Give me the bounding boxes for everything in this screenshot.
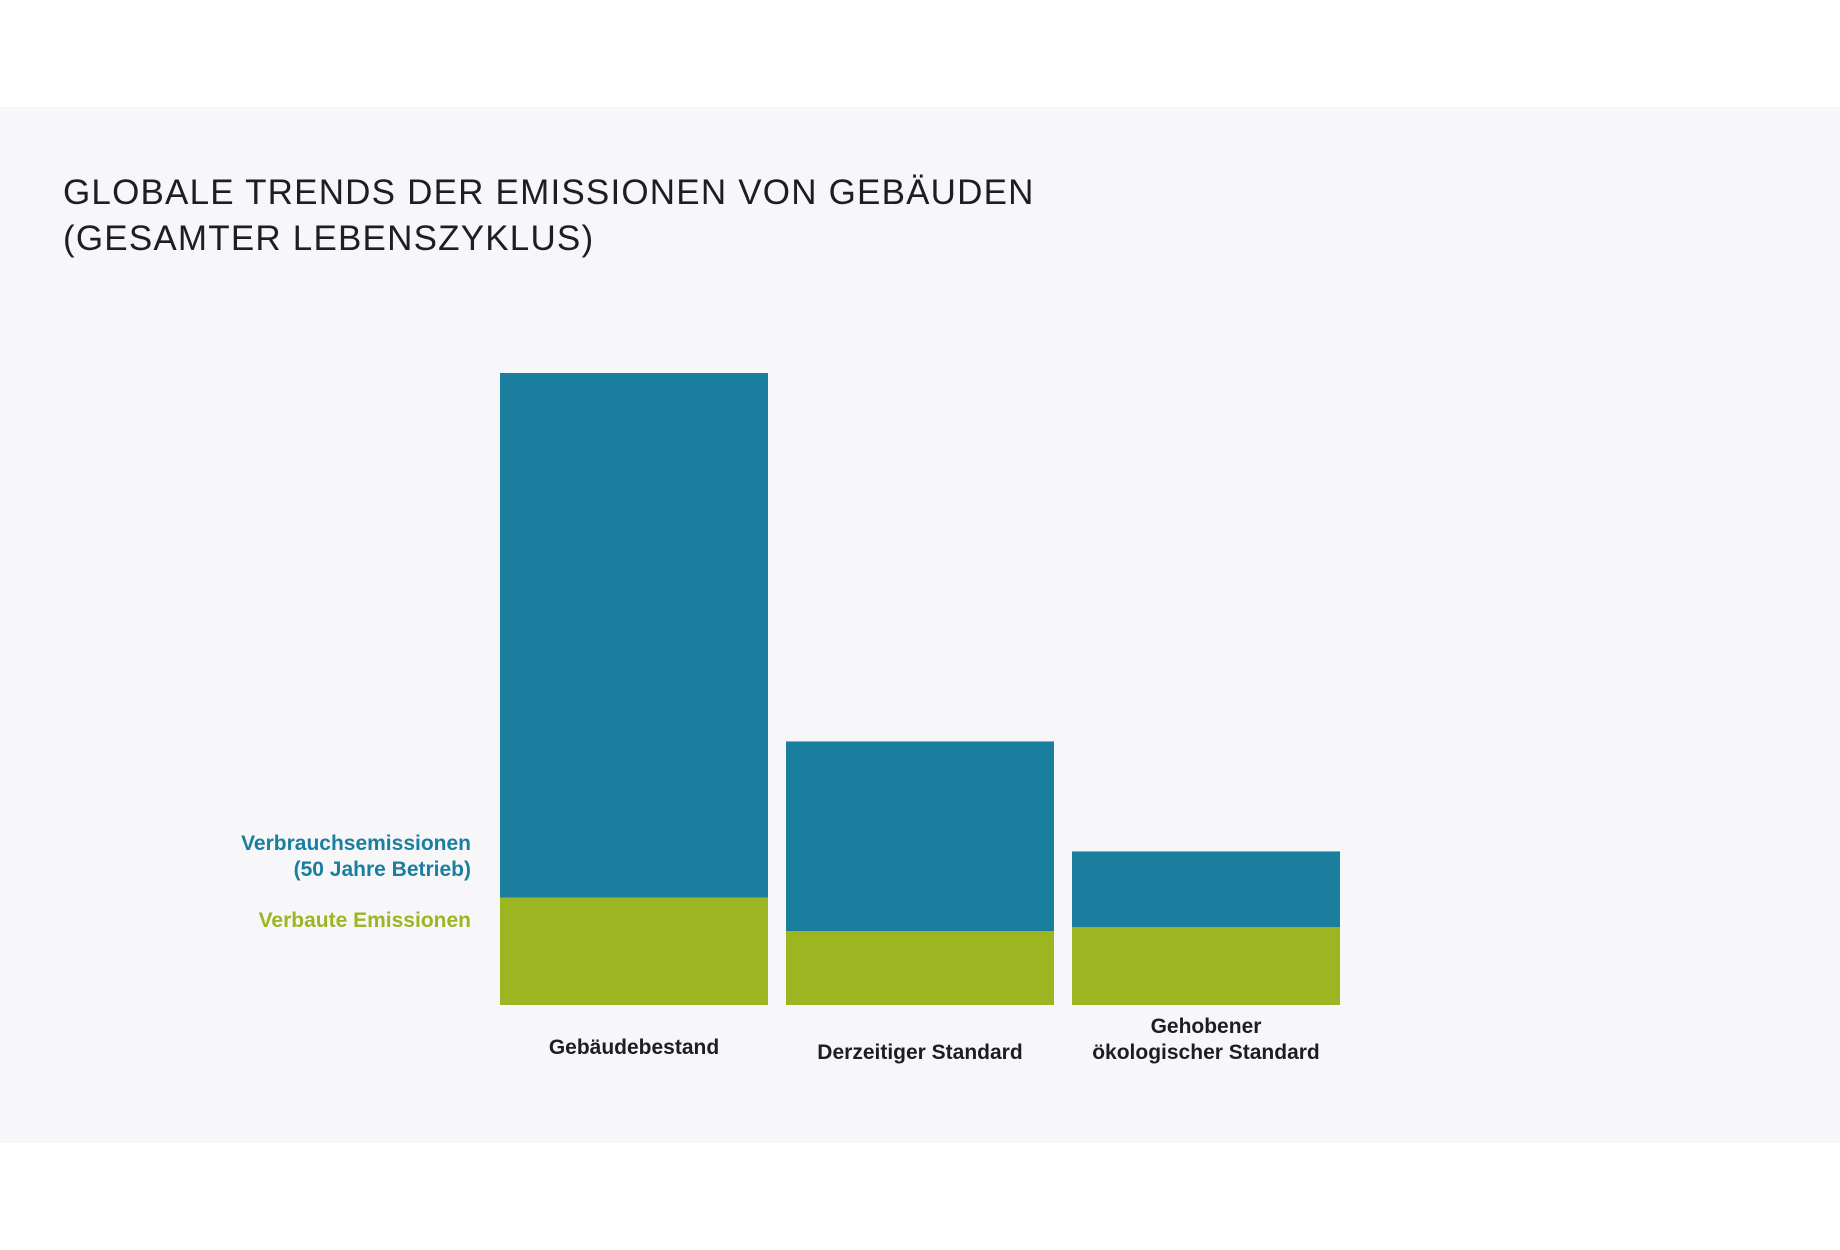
- legend-operational-label-line-1: Verbrauchsemissionen: [241, 832, 471, 855]
- category-label-derzeitiger-standard: Derzeitiger Standard: [817, 1041, 1022, 1064]
- chart-title-line-2: (GESAMTER LEBENSZYKLUS): [63, 219, 595, 258]
- category-label-gebaeudebestand: Gebäudebestand: [549, 1036, 719, 1059]
- chart-title-line-1: GLOBALE TRENDS DER EMISSIONEN VON GEBÄUD…: [63, 173, 1035, 212]
- bar-derzeitiger-standard-operational: [786, 741, 1054, 932]
- category-label-gehobener-oekologischer-standard-line-2: ökologischer Standard: [1092, 1041, 1320, 1064]
- bars-group: [500, 373, 1340, 1005]
- bar-gebaeudebestand-operational: [500, 373, 768, 898]
- legend-operational-label-line-2: (50 Jahre Betrieb): [294, 858, 471, 881]
- category-labels-group: Gebäudebestand Derzeitiger Standard Gehobe…: [549, 1015, 1320, 1064]
- category-label-gehobener-oekologischer-standard-line-1: Gehobener: [1151, 1015, 1262, 1038]
- bar-derzeitiger-standard-embodied: [786, 931, 1054, 1005]
- bar-gebaeudebestand-embodied: [500, 897, 768, 1005]
- bar-gehobener-oekologischer-standard-embodied: [1072, 927, 1340, 1005]
- chart-title: GLOBALE TRENDS DER EMISSIONEN VON GEBÄUD…: [63, 170, 1035, 262]
- bar-gehobener-oekologischer-standard-operational: [1072, 851, 1340, 928]
- legend: Verbrauchsemissionen (50 Jahre Betrieb) …: [241, 832, 471, 932]
- legend-embodied-label: Verbaute Emissionen: [259, 909, 471, 932]
